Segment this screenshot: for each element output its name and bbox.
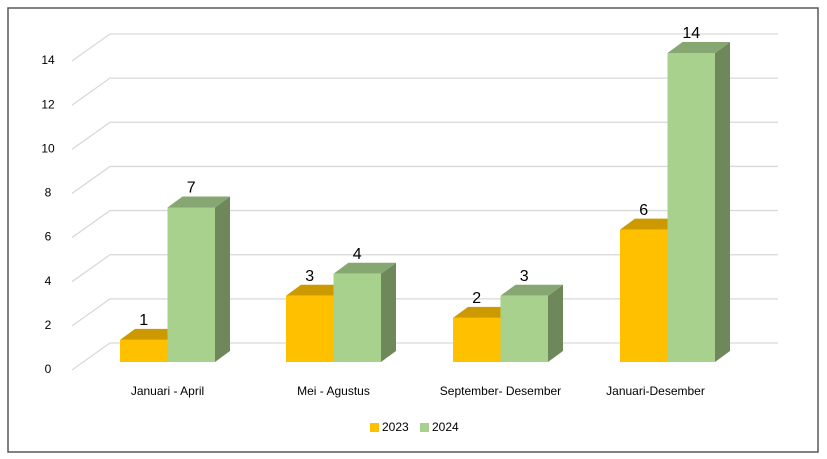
x-tick-label: September- Desember xyxy=(440,384,561,398)
grid-line xyxy=(71,165,778,194)
grid-line xyxy=(71,254,778,283)
y-tick-label: 0 xyxy=(45,362,52,376)
bar-top xyxy=(286,284,349,296)
bar xyxy=(667,53,715,362)
x-tick-label: Januari - April xyxy=(131,384,204,398)
bar-top xyxy=(667,42,730,53)
legend-swatch xyxy=(420,423,429,432)
bar xyxy=(500,295,548,362)
legend-swatch xyxy=(370,423,379,432)
bar-top xyxy=(620,218,683,230)
value-label: 3 xyxy=(520,268,529,285)
x-tick-label: Januari-Desember xyxy=(606,384,705,398)
legend-label: 2023 xyxy=(382,420,409,434)
value-label: 6 xyxy=(639,202,648,219)
grid-line xyxy=(71,33,778,62)
bar xyxy=(286,295,334,362)
bar-side xyxy=(381,262,396,362)
y-tick-label: 6 xyxy=(45,230,52,244)
bar xyxy=(453,317,501,362)
bar-top xyxy=(167,196,230,208)
bar xyxy=(167,207,215,362)
bar xyxy=(620,229,668,362)
bar-side xyxy=(548,284,563,362)
bar-side xyxy=(215,196,230,362)
y-tick-label: 14 xyxy=(41,53,55,67)
y-tick-label: 4 xyxy=(45,274,52,288)
y-tick-label: 8 xyxy=(45,186,52,200)
value-label: 14 xyxy=(682,25,700,42)
y-tick-label: 12 xyxy=(41,97,55,111)
bar-top xyxy=(453,306,516,318)
value-label: 1 xyxy=(139,312,148,329)
bar-top xyxy=(500,284,563,296)
grid-line xyxy=(71,77,778,106)
value-label: 2 xyxy=(472,290,481,307)
bar-top xyxy=(120,328,183,340)
x-tick-label: Mei - Agustus xyxy=(297,384,370,398)
legend-label: 2024 xyxy=(432,420,459,434)
bar-side xyxy=(715,42,730,362)
value-label: 7 xyxy=(187,180,196,197)
value-label: 3 xyxy=(305,268,314,285)
bar xyxy=(333,273,381,362)
grid-line xyxy=(71,121,778,150)
value-label: 4 xyxy=(353,246,362,263)
y-tick-label: 10 xyxy=(41,141,55,155)
y-tick-label: 2 xyxy=(45,318,52,332)
bar-top xyxy=(333,262,396,274)
bar xyxy=(120,339,168,362)
grid-line xyxy=(71,209,778,239)
